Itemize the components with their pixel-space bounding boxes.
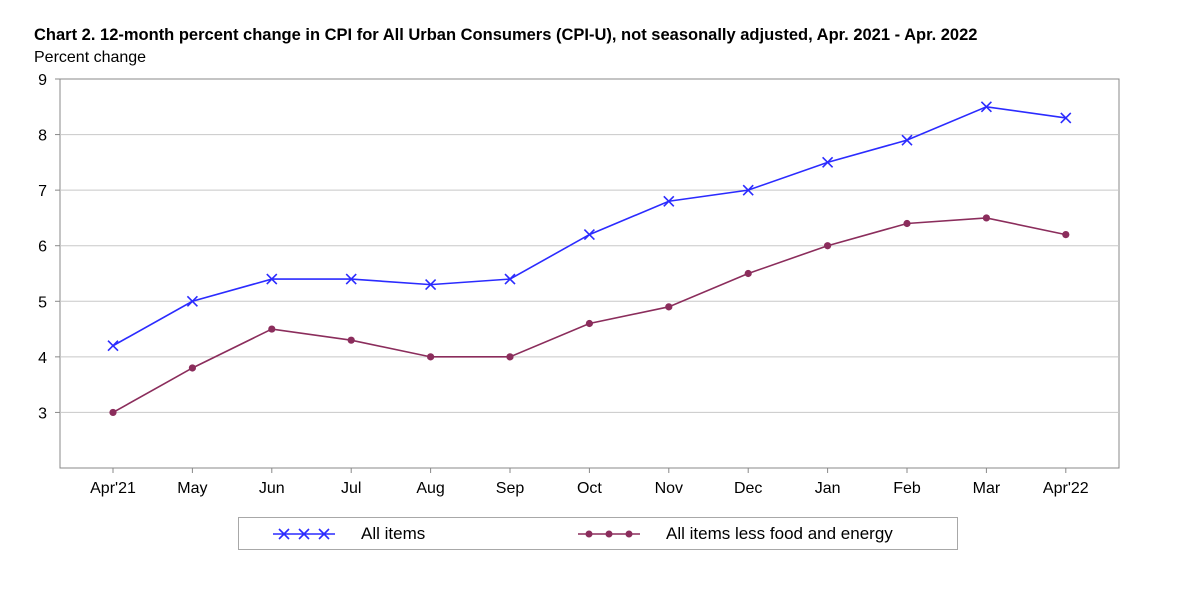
data-point-core [506, 353, 514, 361]
data-point-all-items [186, 295, 198, 307]
legend-label-all-items: All items [361, 523, 426, 543]
plot-area [59, 78, 1120, 469]
data-point-core [585, 319, 594, 328]
data-point-core [347, 336, 355, 344]
y-axis-ticks: 3 4 5 6 7 8 9 [38, 72, 60, 422]
data-point-all-items [901, 134, 913, 146]
data-point-all-items [1060, 112, 1072, 124]
x-tick-label: Sep [496, 480, 525, 497]
legend-marker-all-items [273, 527, 335, 540]
y-tick-label: 8 [38, 128, 47, 145]
y-tick-label: 9 [38, 72, 47, 89]
data-point-core [109, 408, 117, 417]
data-point-core [427, 353, 435, 361]
data-point-core [268, 325, 276, 333]
data-point-core [665, 303, 673, 311]
legend: All items All items less food and energy [238, 517, 958, 550]
data-point-all-items [266, 273, 278, 285]
x-tick-label: Oct [577, 480, 602, 497]
x-tick-label: Jun [259, 480, 285, 497]
x-tick-label: Nov [655, 480, 683, 497]
chart-title: Chart 2. 12-month percent change in CPI … [34, 26, 978, 44]
data-point-all-items [583, 229, 595, 241]
x-tick-label: Aug [416, 480, 444, 497]
y-axis-label: Percent change [34, 49, 147, 66]
data-point-core [982, 214, 991, 222]
data-point-all-items [742, 184, 754, 196]
y-tick-label: 4 [38, 350, 47, 367]
series-group [107, 101, 1072, 417]
data-point-all-items [345, 273, 357, 285]
data-point-core [824, 242, 832, 250]
data-point-all-items [504, 273, 516, 285]
data-point-core [188, 364, 196, 372]
y-tick-label: 6 [38, 239, 47, 256]
data-point-core [1062, 231, 1070, 239]
data-point-all-items [425, 279, 437, 291]
legend-marker-core [578, 530, 640, 537]
y-tick-label: 7 [38, 183, 47, 200]
y-tick-label: 3 [38, 405, 47, 422]
legend-item-all-items: All items [273, 518, 425, 549]
x-tick-label: Apr'21 [90, 480, 136, 497]
data-point-all-items [822, 156, 834, 168]
x-tick-label: Jul [341, 480, 361, 497]
x-tick-label: May [177, 480, 207, 497]
gridlines [60, 134, 1119, 413]
data-point-all-items [663, 195, 675, 207]
x-tick-label: Apr'22 [1043, 480, 1089, 497]
y-tick-label: 5 [38, 294, 47, 311]
data-point-core [744, 269, 752, 278]
data-point-all-items [980, 101, 992, 113]
x-tick-label: Dec [734, 480, 762, 497]
x-axis-ticks: Apr'21 May Jun Jul Aug Sep Oct Nov Dec Jan Feb Mar A… [90, 468, 1089, 497]
legend-item-core: All items less food and energy [578, 518, 893, 549]
x-tick-label: Mar [973, 480, 1001, 497]
legend-label-core: All items less food and energy [666, 523, 893, 543]
data-point-all-items [107, 340, 119, 352]
data-point-core [903, 219, 911, 228]
x-tick-label: Feb [893, 480, 921, 497]
x-tick-label: Jan [815, 480, 841, 497]
